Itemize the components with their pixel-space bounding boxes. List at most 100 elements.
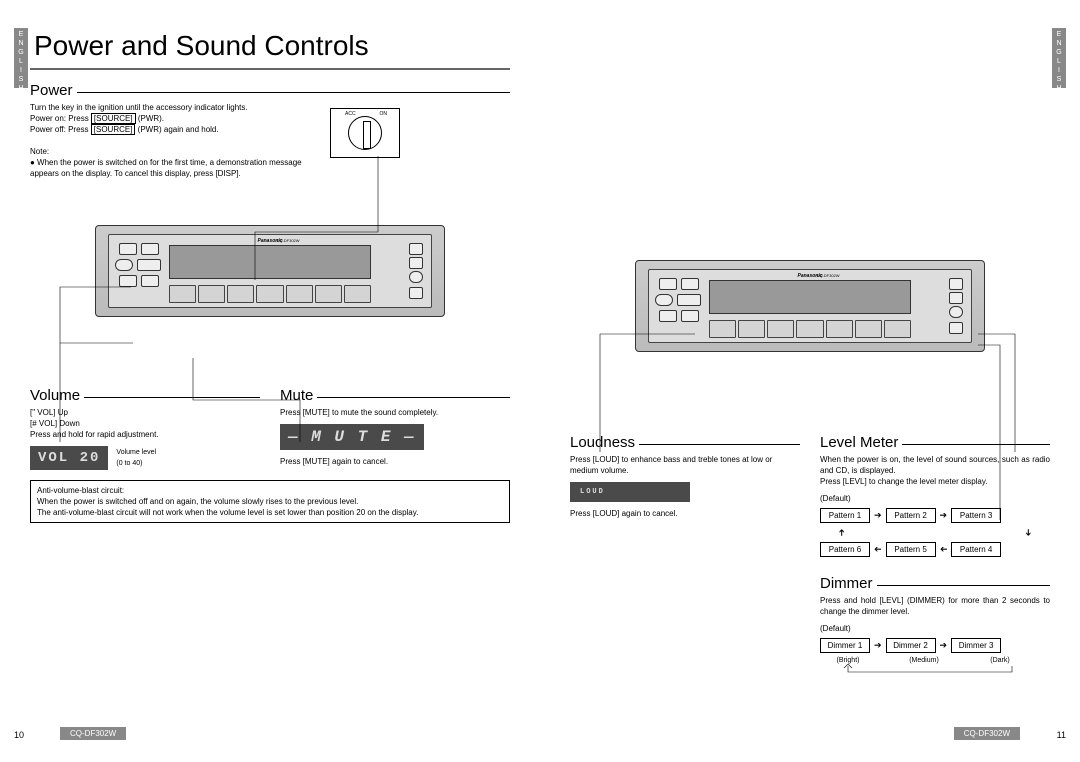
radio-presets-r — [709, 320, 911, 338]
mute-heading: Mute — [280, 387, 313, 404]
tune-btn-icon — [137, 259, 161, 271]
radio-right-buttons-r — [915, 278, 965, 338]
levelmeter-line2: Press [LEVL] to change the level meter d… — [820, 476, 1050, 487]
vol2-btn-icon — [119, 275, 137, 287]
preset-btn — [256, 285, 283, 303]
volume-heading-row: Volume — [30, 387, 260, 404]
language-tab-left: E N G L I S H 1 — [14, 28, 28, 88]
preset-btn — [315, 285, 342, 303]
source-btn-icon — [949, 306, 963, 318]
model-small-l: CQ-DF302W — [276, 238, 299, 243]
page-number-right: 11 — [1057, 730, 1066, 740]
dimmer-heading-row: Dimmer — [820, 575, 1050, 592]
dimmer-1: Dimmer 1 — [820, 638, 870, 653]
lang-text-r: E N G L I S H — [1056, 31, 1061, 92]
sel-btn-icon — [655, 294, 673, 306]
radio-unit-right: Panasonic CQ-DF302W — [635, 260, 985, 352]
vol-btn-icon — [119, 243, 137, 255]
levl-btn-icon — [949, 322, 963, 334]
ignition-illustration: ACC ON — [330, 108, 400, 158]
dimmer-2: Dimmer 2 — [886, 638, 936, 653]
mute-rule — [317, 397, 510, 398]
preset-btn — [796, 320, 823, 338]
language-tab-right: E N G L I S H 2 — [1052, 28, 1066, 88]
vol-level-label2: (0 to 40) — [116, 460, 142, 467]
source-key-2: [SOURCE] — [91, 124, 136, 135]
preset-btn — [169, 285, 196, 303]
radio-left-buttons-r — [655, 278, 705, 338]
preset-btn — [767, 320, 794, 338]
power-body: Turn the key in the ignition until the a… — [30, 102, 310, 179]
radio-unit-left: Panasonic CQ-DF302W — [95, 225, 445, 317]
loudness-line1: Press [LOUD] to enhance bass and treble … — [570, 454, 800, 476]
radio-presets-l — [169, 285, 371, 303]
arrow-right-icon: ➔ — [874, 510, 882, 521]
arrow-right-icon: ➔ — [940, 510, 948, 521]
levelmeter-heading-row: Level Meter — [820, 434, 1050, 451]
dimmer-sub-3: (Dark) — [972, 657, 1028, 664]
anti-blast-body: When the power is switched off and on ag… — [37, 496, 503, 518]
volume-heading: Volume — [30, 387, 80, 404]
ignition-knob-icon — [348, 116, 382, 150]
on-label: ON — [380, 111, 388, 117]
loudness-line2: Press [LOUD] again to cancel. — [570, 508, 800, 519]
title-rule — [30, 68, 510, 70]
loudness-heading-row: Loudness — [570, 434, 800, 451]
vol2-btn-icon — [659, 310, 677, 322]
power-rule — [77, 92, 510, 93]
power-on-c: (PWR). — [136, 114, 164, 123]
vol-down: [# VOL] Down — [30, 418, 260, 429]
dimmer-loop-arrow — [820, 664, 1040, 680]
band-btn-icon — [141, 243, 159, 255]
vol-btn-icon — [659, 278, 677, 290]
footer-model-left: CQ-DF302W — [60, 727, 126, 740]
arrow-left-icon: ➔ — [940, 544, 948, 555]
preset-btn — [344, 285, 371, 303]
anti-blast-box: Anti-volume-blast circuit: When the powe… — [30, 480, 510, 523]
band-btn-icon — [681, 278, 699, 290]
preset-btn — [709, 320, 736, 338]
note-bullet: ● When the power is switched on for the … — [30, 157, 310, 179]
model-small-r: CQ-DF302W — [816, 273, 839, 278]
arrow-right-icon: ➔ — [940, 640, 948, 651]
preset-btn — [286, 285, 313, 303]
pattern-6: Pattern 6 — [820, 542, 870, 557]
side-num-r: 2 — [1057, 94, 1061, 101]
source-btn-icon — [409, 271, 423, 283]
dimmer-sub-row: (Bright) (Medium) (Dark) — [820, 657, 1050, 664]
page-title: Power and Sound Controls — [34, 30, 510, 62]
pattern-3: Pattern 3 — [951, 508, 1001, 523]
sel-btn-icon — [115, 259, 133, 271]
power-line1: Turn the key in the ignition until the a… — [30, 102, 310, 113]
pattern-2: Pattern 2 — [886, 508, 936, 523]
loud-lcd: LOUD — [570, 482, 690, 502]
vol-hold: Press and hold for rapid adjustment. — [30, 429, 260, 440]
lang-text: E N G L I S H — [18, 31, 23, 92]
footer-model-right: CQ-DF302W — [954, 727, 1020, 740]
vol-up: [" VOL] Up — [30, 407, 260, 418]
preset-btn — [227, 285, 254, 303]
power-off-c: (PWR) again and hold. — [135, 125, 218, 134]
volume-rule — [84, 397, 260, 398]
dimmer-3: Dimmer 3 — [951, 638, 1001, 653]
random-btn-icon — [409, 243, 423, 255]
pattern-5: Pattern 5 — [886, 542, 936, 557]
dimmer-line1: Press and hold [LEVL] (DIMMER) for more … — [820, 595, 1050, 617]
levelmeter-rule — [902, 444, 1050, 445]
dimmer-sub-1: (Bright) — [820, 657, 876, 664]
radio-left-buttons — [115, 243, 165, 303]
levelmeter-default: (Default) — [820, 493, 1050, 504]
preset-btn — [855, 320, 882, 338]
random-btn-icon — [949, 278, 963, 290]
note-label: Note: — [30, 146, 310, 157]
side-num: 1 — [19, 94, 23, 101]
mute-line2: Press [MUTE] again to cancel. — [280, 456, 510, 467]
dimmer-heading: Dimmer — [820, 575, 873, 592]
power-off-a: Power off: Press — [30, 125, 91, 134]
preset-btn — [738, 320, 765, 338]
loudness-heading: Loudness — [570, 434, 635, 451]
levelmeter-line1: When the power is on, the level of sound… — [820, 454, 1050, 476]
vol-level-note: Volume level (0 to 40) — [116, 447, 156, 469]
anti-blast-title: Anti-volume-blast circuit: — [37, 485, 503, 496]
tune-btn-icon — [677, 294, 701, 306]
